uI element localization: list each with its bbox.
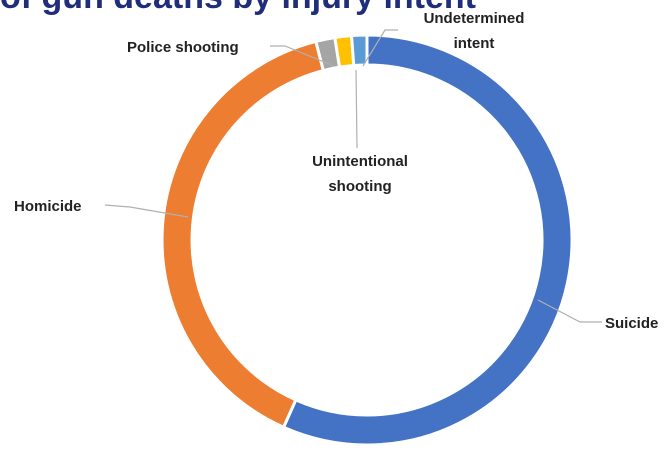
leader-line-suicide: [537, 299, 602, 323]
label-unintentional-line2: shooting: [328, 178, 391, 195]
label-undetermined-line2: intent: [454, 35, 495, 52]
slice-suicide: [281, 33, 574, 447]
slice-undetermined-intent: [349, 33, 369, 68]
leader-line-police: [270, 45, 335, 67]
slice-homicide: [160, 39, 326, 430]
leader-line-undetermined: [362, 29, 398, 67]
label-police-shooting: Police shooting: [127, 39, 239, 56]
label-suicide: Suicide: [605, 315, 658, 332]
leader-line-homicide: [104, 204, 189, 218]
label-undetermined-line1: Undetermined: [424, 10, 525, 27]
label-homicide: Homicide: [14, 198, 82, 215]
chart-title: of gun deaths by injury intent: [0, 0, 668, 22]
label-unintentional-line1: Unintentional: [312, 153, 408, 170]
leader-line-unintentional: [355, 69, 358, 149]
slices-group: [160, 33, 574, 447]
